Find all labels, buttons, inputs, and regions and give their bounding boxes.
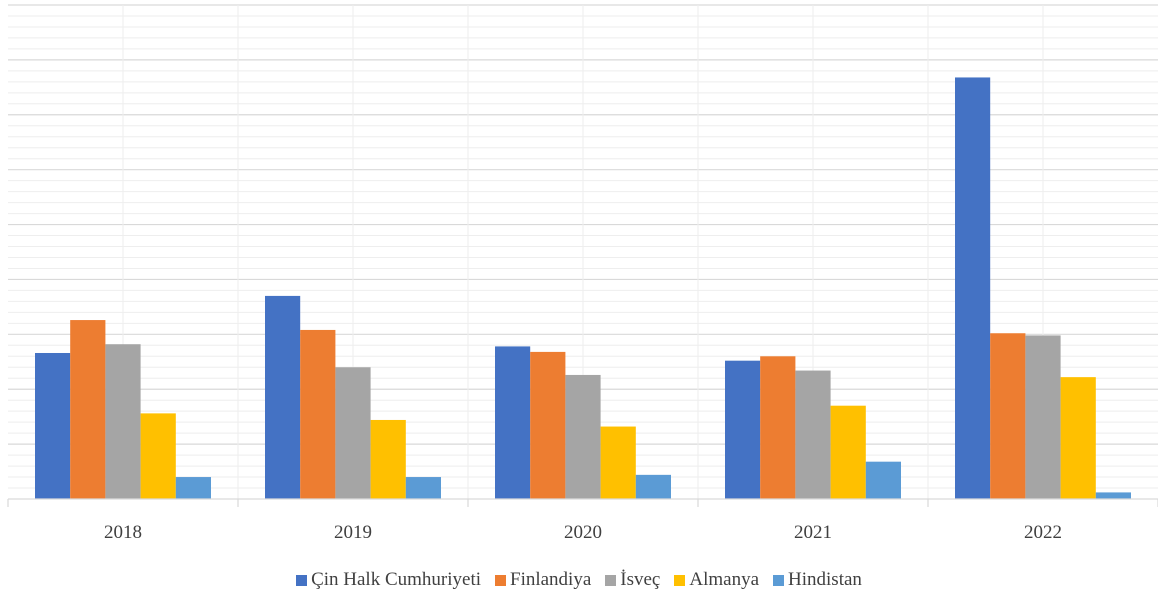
bar-2020-3 bbox=[600, 426, 636, 499]
legend-item-germany: Almanya bbox=[674, 569, 759, 591]
bar-2020-4 bbox=[635, 474, 671, 499]
x-tick-label: 2022 bbox=[1024, 522, 1062, 543]
bar-2021-1 bbox=[760, 356, 796, 499]
x-tick-labels: 2018 2019 2020 2021 2022 bbox=[104, 522, 1062, 543]
bar-2018-0 bbox=[35, 352, 71, 499]
legend-label: Finlandiya bbox=[510, 569, 592, 590]
bar-2021-0 bbox=[725, 360, 761, 499]
legend-item-sweden: İsveç bbox=[605, 569, 660, 591]
legend: Çin Halk Cumhuriyeti Finlandiya İsveç Al… bbox=[0, 565, 1158, 595]
bar-2019-0 bbox=[265, 295, 301, 499]
bar-2019-3 bbox=[370, 419, 406, 499]
bars-group bbox=[35, 77, 1131, 499]
legend-label: İsveç bbox=[620, 569, 661, 590]
legend-swatch bbox=[495, 574, 506, 586]
bar-2018-2 bbox=[105, 344, 141, 499]
legend-label: Almanya bbox=[689, 569, 760, 590]
x-tick-label: 2020 bbox=[564, 522, 602, 543]
x-tick-label: 2021 bbox=[794, 522, 832, 543]
legend-swatch bbox=[296, 574, 308, 586]
legend-item-finland: Finlandiya bbox=[495, 569, 591, 591]
legend-swatch bbox=[773, 574, 785, 586]
legend-label: Çin Halk Cumhuriyeti bbox=[311, 569, 481, 590]
x-tick-label: 2019 bbox=[334, 522, 372, 543]
legend-item-china: Çin Halk Cumhuriyeti bbox=[296, 569, 481, 591]
legend-swatch bbox=[605, 574, 617, 586]
bar-2018-3 bbox=[140, 413, 176, 499]
bar-2022-2 bbox=[1025, 335, 1061, 499]
bar-2022-4 bbox=[1095, 492, 1131, 499]
bar-2022-1 bbox=[990, 333, 1026, 499]
bar-2018-4 bbox=[175, 477, 211, 499]
bar-2022-0 bbox=[955, 77, 991, 499]
legend-swatch bbox=[674, 574, 686, 586]
bar-2020-0 bbox=[495, 346, 531, 499]
bar-2022-3 bbox=[1060, 377, 1096, 499]
x-tick-label: 2018 bbox=[104, 522, 142, 543]
bar-2018-1 bbox=[70, 320, 106, 499]
legend-item-india: Hindistan bbox=[773, 569, 862, 591]
bar-2019-4 bbox=[405, 477, 441, 499]
bar-2021-3 bbox=[830, 405, 866, 499]
legend-label: Hindistan bbox=[788, 569, 862, 590]
bar-2021-4 bbox=[865, 461, 901, 499]
bar-2019-1 bbox=[300, 329, 336, 499]
x-axis bbox=[7, 498, 1158, 507]
bar-2020-1 bbox=[530, 351, 566, 499]
bar-2021-2 bbox=[795, 370, 831, 499]
bar-2020-2 bbox=[565, 374, 601, 499]
bar-2019-2 bbox=[335, 367, 371, 499]
